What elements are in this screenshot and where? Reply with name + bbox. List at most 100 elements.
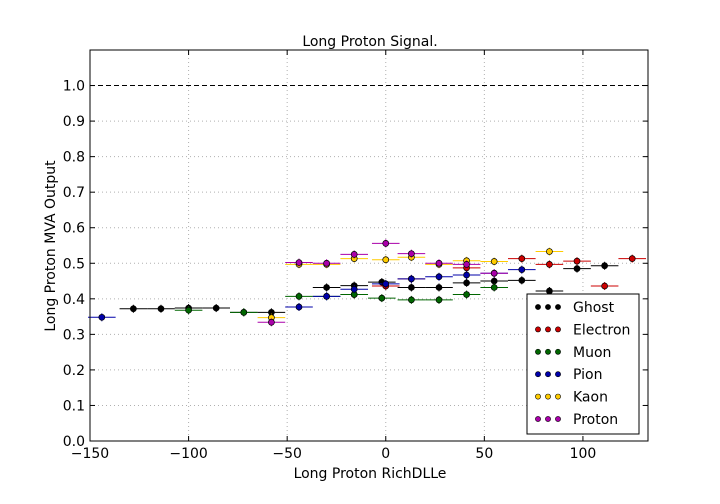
x-axis-label: Long Proton RichDLLe: [294, 466, 447, 482]
legend-label: Ghost: [573, 300, 615, 316]
legend: Ghost Electron Muon Pion Kaon Proton: [526, 293, 640, 435]
y-tick-label: 0.9: [63, 114, 85, 130]
data-point: [463, 260, 470, 268]
data-point: [518, 255, 526, 263]
x-tick-label: −100: [169, 446, 207, 462]
legend-marker: [535, 371, 541, 378]
legend-item-proton: Proton: [535, 412, 618, 428]
y-tick-label: 1.0: [63, 79, 85, 95]
y-tick-label: 0.0: [63, 434, 85, 450]
legend-marker: [545, 348, 551, 355]
data-point: [628, 255, 636, 263]
legend-marker: [535, 348, 541, 355]
legend-item-kaon: Kaon: [535, 390, 608, 406]
x-axis: −150 −100 −50 0 50 100: [71, 50, 597, 462]
data-point: [408, 296, 415, 304]
data-point: [268, 318, 275, 326]
data-point: [573, 257, 581, 265]
data-point: [463, 279, 470, 287]
data-point: [240, 308, 248, 316]
legend-item-muon: Muon: [535, 345, 611, 361]
data-point: [350, 251, 358, 258]
legend-marker: [545, 371, 551, 378]
chart-title: Long Proton Signal.: [302, 34, 437, 50]
data-point: [490, 269, 498, 277]
data-point: [157, 305, 165, 313]
data-point: [573, 265, 581, 272]
data-point: [408, 284, 415, 291]
legend-label: Proton: [573, 412, 618, 428]
legend-box: [526, 293, 640, 435]
data-point: [490, 277, 498, 285]
legend-marker: [545, 304, 551, 310]
x-tick-label: 100: [570, 446, 597, 462]
data-point: [323, 292, 330, 300]
data-point: [130, 305, 137, 313]
data-point: [435, 296, 443, 304]
y-tick-label: 0.7: [63, 185, 85, 201]
data-point: [295, 303, 303, 311]
data-point: [490, 258, 498, 265]
y-tick-label: 0.4: [63, 292, 85, 308]
data-point: [295, 292, 303, 300]
legend-label: Electron: [573, 322, 630, 338]
legend-item-electron: Electron: [535, 322, 630, 338]
y-axis: 0.0 0.1 0.2 0.3 0.4 0.5 0.6 0.7 0.8 0.9 1.0: [63, 79, 648, 450]
legend-marker: [555, 416, 561, 422]
legend-marker: [535, 416, 541, 422]
y-tick-label: 0.3: [63, 327, 85, 343]
data-point: [435, 259, 443, 267]
legend-marker: [545, 416, 551, 422]
series-proton: [257, 239, 509, 327]
legend-marker: [555, 326, 561, 333]
data-point: [546, 248, 553, 255]
legend-label: Muon: [573, 345, 611, 361]
data-point: [98, 313, 106, 321]
data-point: [323, 284, 330, 291]
data-point: [408, 250, 415, 258]
data-point: [378, 294, 386, 302]
data-point: [212, 304, 220, 312]
legend-item-ghost: Ghost: [535, 300, 615, 316]
plot-frame: [89, 49, 649, 442]
x-tick-label: 50: [475, 446, 493, 462]
data-point: [382, 240, 390, 247]
data-point: [463, 291, 470, 298]
data-point: [382, 280, 390, 288]
legend-marker: [535, 326, 541, 333]
y-tick-label: 0.5: [63, 256, 85, 272]
data-point: [518, 266, 526, 274]
legend-marker: [535, 393, 541, 400]
y-tick-label: 0.6: [63, 221, 85, 237]
legend-item-pion: Pion: [535, 367, 602, 383]
legend-marker: [555, 371, 561, 378]
data-point: [185, 306, 192, 314]
legend-label: Kaon: [573, 390, 608, 406]
legend-marker: [545, 393, 551, 400]
data-point: [350, 285, 358, 293]
data-point: [490, 284, 498, 291]
data-point: [435, 273, 443, 281]
data-point: [435, 284, 443, 291]
data-point: [601, 282, 608, 290]
y-tick-label: 0.8: [63, 150, 85, 166]
legend-label: Pion: [573, 367, 602, 383]
series-muon: [174, 283, 509, 317]
series-layer: [88, 239, 647, 327]
data-point: [546, 260, 553, 268]
legend-marker: [555, 304, 561, 310]
data-point: [518, 276, 526, 284]
data-point: [408, 275, 415, 283]
y-tick-label: 0.2: [63, 363, 85, 379]
data-point: [323, 259, 330, 267]
legend-marker: [535, 304, 541, 310]
legend-marker: [555, 393, 561, 400]
data-point: [295, 259, 303, 266]
x-tick-label: 0: [381, 446, 390, 462]
data-point: [546, 287, 553, 295]
data-point: [463, 271, 470, 279]
data-point: [382, 256, 390, 264]
y-tick-label: 0.1: [63, 398, 85, 414]
y-axis-label: Long Proton MVA Output: [43, 160, 59, 332]
